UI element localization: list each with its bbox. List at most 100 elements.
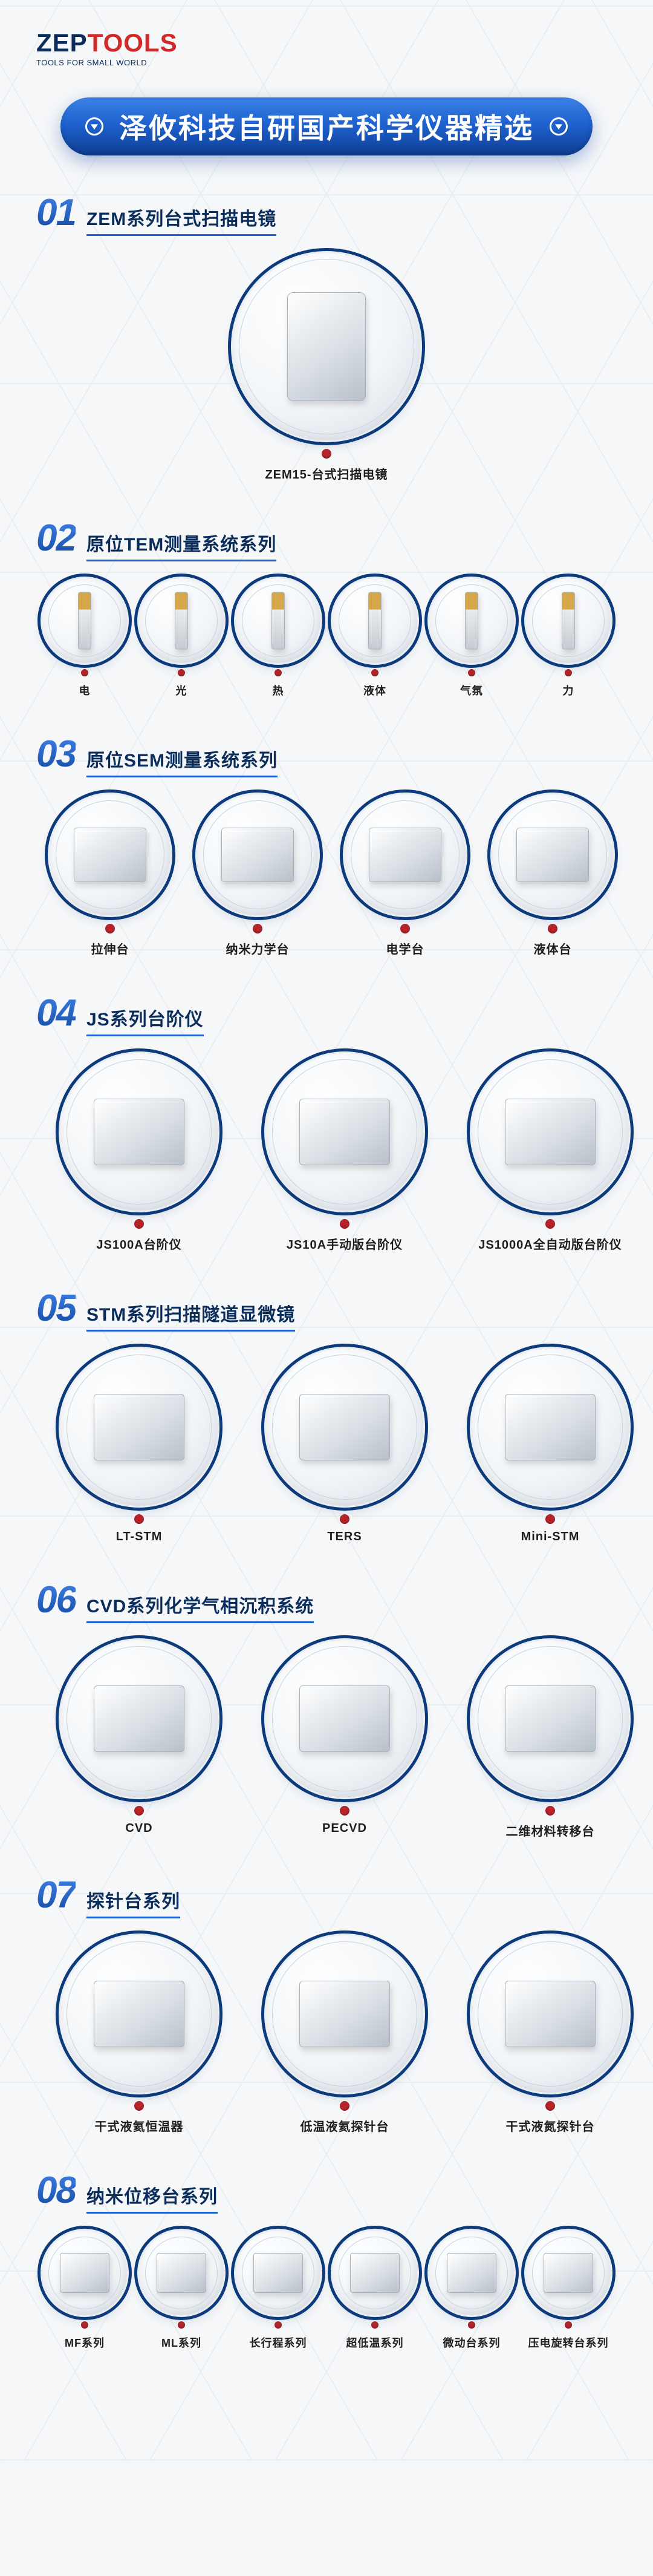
product-item: 微动台系列 <box>429 2231 514 2350</box>
ornament-right-icon <box>550 117 568 136</box>
bullet-dot-icon <box>134 1806 144 1816</box>
product-item: 长行程系列 <box>236 2231 320 2350</box>
product-label: PECVD <box>322 1822 367 1836</box>
hero-title: 泽攸科技自研国产科学仪器精选 <box>60 97 593 155</box>
section-title: JS系列台阶仪 <box>86 1004 204 1036</box>
product-label: 液体 <box>363 682 386 698</box>
product-label: LT-STM <box>116 1530 163 1544</box>
product-image-placeholder <box>505 1685 596 1752</box>
section-number: 03 <box>36 736 76 773</box>
product-row: JS100A台阶仪JS10A手动版台阶仪JS1000A全自动版台阶仪 <box>36 1053 617 1252</box>
product-item: ML系列 <box>139 2231 224 2350</box>
section-title: 原位TEM测量系统系列 <box>86 529 276 561</box>
section-header: 08 纳米位移台系列 <box>36 2172 617 2214</box>
section-01: 01ZEM系列台式扫描电镜ZEM15-台式扫描电镜 <box>36 194 617 482</box>
section-number: 08 <box>36 2172 76 2209</box>
bullet-dot-icon <box>105 924 115 933</box>
product-item: 液体 <box>333 578 417 698</box>
product-item: 光 <box>139 578 224 698</box>
product-image-placeholder <box>299 1394 390 1460</box>
section-title: 纳米位移台系列 <box>86 2182 218 2214</box>
product-label: CVD <box>125 1822 152 1836</box>
product-image-placeholder <box>287 292 366 401</box>
bullet-dot-icon <box>548 924 557 933</box>
product-image-placeholder <box>94 1685 184 1752</box>
product-item: TERS <box>266 1348 423 1544</box>
product-label: 超低温系列 <box>346 2335 404 2350</box>
brand-logo: ZEPTOOLS TOOLS FOR SMALL WORLD <box>36 30 617 67</box>
product-item: 超低温系列 <box>333 2231 417 2350</box>
product-circle <box>197 794 318 915</box>
product-circle <box>60 1640 218 1797</box>
bullet-dot-icon <box>545 2101 555 2111</box>
product-label: 微动台系列 <box>443 2335 501 2350</box>
product-label: 二维材料转移台 <box>506 1822 595 1839</box>
product-row: 拉伸台纳米力学台电学台液体台 <box>36 794 617 957</box>
product-item: 热 <box>236 578 320 698</box>
bullet-dot-icon <box>371 2321 378 2329</box>
product-circle <box>42 2231 127 2315</box>
product-label: 干式液氦恒温器 <box>95 2117 184 2134</box>
product-image-placeholder <box>465 592 478 650</box>
product-image-placeholder <box>505 1099 596 1165</box>
section-number: 04 <box>36 995 76 1032</box>
product-image-placeholder <box>350 2253 400 2293</box>
product-circle <box>236 2231 320 2315</box>
product-item: 低温液氦探针台 <box>266 1935 423 2134</box>
product-image-placeholder <box>157 2253 206 2293</box>
product-image-placeholder <box>544 2253 593 2293</box>
bullet-dot-icon <box>545 1806 555 1816</box>
page: ZEPTOOLS TOOLS FOR SMALL WORLD 泽攸科技自研国产科… <box>0 0 653 2460</box>
product-circle <box>60 1935 218 2093</box>
product-image-placeholder <box>562 592 575 650</box>
section-header: 06CVD系列化学气相沉积系统 <box>36 1581 617 1623</box>
section-07: 07探针台系列干式液氦恒温器低温液氦探针台干式液氮探针台 <box>36 1877 617 2134</box>
product-item: 压电旋转台系列 <box>526 2231 611 2350</box>
section-header: 03原位SEM测量系统系列 <box>36 736 617 777</box>
product-item: ZEM15-台式扫描电镜 <box>233 253 420 482</box>
product-item: 液体台 <box>492 794 613 957</box>
product-label: 低温液氦探针台 <box>301 2117 389 2134</box>
product-item: CVD <box>60 1640 218 1839</box>
product-circle <box>50 794 171 915</box>
bullet-dot-icon <box>275 2321 282 2329</box>
bullet-dot-icon <box>400 924 410 933</box>
bullet-dot-icon <box>178 669 185 676</box>
bullet-dot-icon <box>134 2101 144 2111</box>
product-circle <box>472 1348 629 1506</box>
bullet-dot-icon <box>545 1514 555 1524</box>
product-label: 电 <box>79 682 91 698</box>
bullet-dot-icon <box>565 2321 572 2329</box>
product-label: 纳米力学台 <box>226 940 290 957</box>
product-label: JS1000A全自动版台阶仪 <box>478 1235 622 1252</box>
product-item: 纳米力学台 <box>197 794 318 957</box>
product-image-placeholder <box>299 1981 390 2047</box>
section-header: 04 JS系列台阶仪 <box>36 995 617 1036</box>
sections-container: 01ZEM系列台式扫描电镜ZEM15-台式扫描电镜02原位TEM测量系统系列电光… <box>36 194 617 2350</box>
bullet-dot-icon <box>253 924 262 933</box>
bullet-dot-icon <box>178 2321 185 2329</box>
product-image-placeholder <box>369 828 441 882</box>
section-03: 03原位SEM测量系统系列拉伸台纳米力学台电学台液体台 <box>36 736 617 957</box>
product-image-placeholder <box>175 592 188 650</box>
product-row: LT-STMTERSMini-STM <box>36 1348 617 1544</box>
section-number: 05 <box>36 1290 76 1327</box>
product-image-placeholder <box>74 828 146 882</box>
product-circle <box>472 1640 629 1797</box>
product-label: 干式液氮探针台 <box>506 2117 595 2134</box>
bullet-dot-icon <box>468 2321 475 2329</box>
product-item: LT-STM <box>60 1348 218 1544</box>
section-08: 08 纳米位移台系列 MF系列 ML系列长行程系列超低温系列 微动台系列 压电旋转台系列 <box>36 2172 617 2350</box>
bullet-dot-icon <box>340 2101 349 2111</box>
product-label: 电学台 <box>386 940 424 957</box>
product-circle <box>526 578 611 663</box>
section-header: 05STM系列扫描隧道显微镜 <box>36 1290 617 1332</box>
product-item: JS100A台阶仪 <box>60 1053 218 1252</box>
section-number: 06 <box>36 1581 76 1619</box>
product-image-placeholder <box>299 1685 390 1752</box>
product-image-placeholder <box>299 1099 390 1165</box>
bullet-dot-icon <box>340 1806 349 1816</box>
product-label: MF系列 <box>65 2335 105 2350</box>
product-circle <box>345 794 466 915</box>
section-title: ZEM系列台式扫描电镜 <box>86 204 276 236</box>
